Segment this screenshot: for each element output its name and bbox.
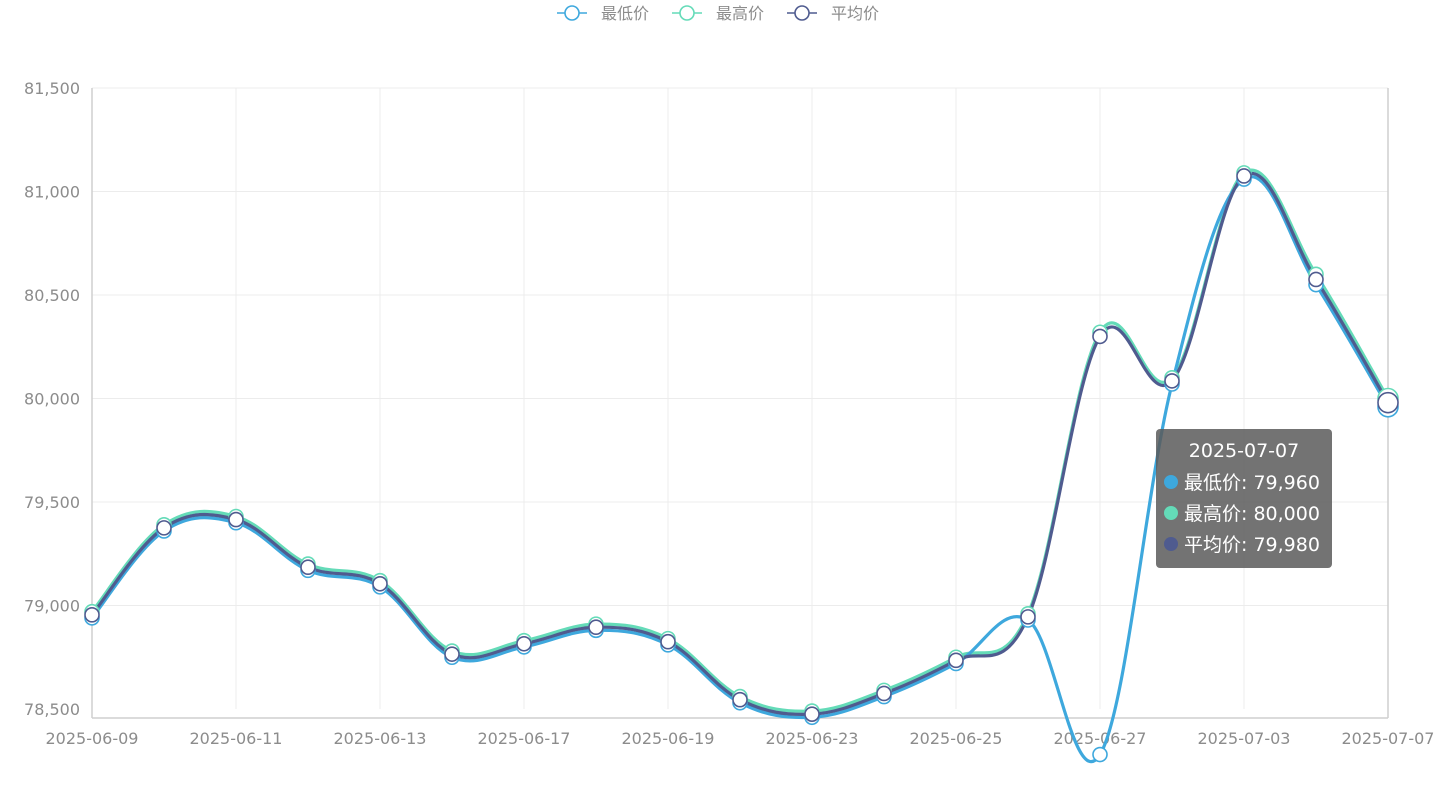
tooltip-row-avg: 平均价: 79,980: [1164, 528, 1324, 559]
legend-item[interactable]: 最低价: [557, 4, 649, 23]
legend[interactable]: 最低价 最高价 平均价: [557, 4, 879, 23]
tooltip-title: 2025-07-07: [1188, 440, 1300, 462]
x-tick-label: 2025-06-19: [622, 729, 715, 748]
data-point[interactable]: [804, 706, 820, 722]
data-point[interactable]: [84, 607, 100, 623]
data-point[interactable]: [372, 575, 388, 592]
tooltip-dot-low: [1164, 474, 1178, 489]
x-tick-label: 2025-06-27: [1054, 729, 1147, 748]
x-tick-label: 2025-07-03: [1198, 729, 1291, 748]
y-tick-label: 78,500: [24, 700, 80, 719]
data-point[interactable]: [1308, 271, 1324, 288]
data-point[interactable]: [228, 511, 244, 528]
y-tick-label: 80,000: [24, 390, 80, 409]
tooltip-dot-high: [1164, 505, 1178, 520]
legend-marker-icon: [679, 5, 695, 21]
x-tick-label: 2025-06-11: [190, 729, 283, 748]
legend-item[interactable]: 最高价: [672, 4, 764, 23]
series-markers[interactable]: [84, 165, 1399, 763]
legend-marker-icon: [564, 5, 580, 21]
x-tick-label: 2025-06-17: [478, 729, 571, 748]
data-point[interactable]: [444, 646, 460, 662]
tooltip-row-low: 最低价: 79,960: [1164, 466, 1324, 497]
tooltip-label-high: 最高价: 80,000: [1184, 503, 1320, 525]
y-tick-label: 79,500: [24, 493, 80, 512]
tooltip: 2025-07-07 最低价: 79,960 最高价: 80,000 平均价: …: [1156, 429, 1332, 568]
legend-label: 最高价: [716, 4, 764, 23]
data-point[interactable]: [1092, 746, 1108, 763]
x-tick-label: 2025-06-09: [46, 729, 139, 748]
data-point[interactable]: [660, 633, 676, 650]
data-point[interactable]: [948, 652, 964, 669]
series-line-0: [90, 175, 1390, 764]
tooltip-label-avg: 平均价: 79,980: [1184, 534, 1320, 556]
data-point[interactable]: [588, 619, 604, 636]
data-point[interactable]: [1092, 328, 1108, 345]
y-tick-label: 81,000: [24, 183, 80, 202]
data-point[interactable]: [732, 691, 748, 708]
legend-item[interactable]: 平均价: [787, 4, 879, 23]
x-tick-label: 2025-06-23: [766, 729, 859, 748]
data-point[interactable]: [156, 520, 172, 536]
tooltip-row-high: 最高价: 80,000: [1164, 497, 1324, 528]
grid: [92, 87, 1388, 709]
legend-label: 最低价: [601, 4, 649, 23]
data-point[interactable]: [1236, 168, 1252, 184]
data-point[interactable]: [1020, 609, 1036, 625]
data-point[interactable]: [1377, 391, 1399, 414]
y-tick-label: 80,500: [24, 286, 80, 305]
tooltip-dot-avg: [1164, 536, 1178, 551]
data-point[interactable]: [876, 685, 892, 702]
legend-marker-icon: [794, 5, 810, 21]
data-point[interactable]: [300, 559, 316, 576]
y-tick-label: 81,500: [24, 79, 80, 98]
x-tick-label: 2025-07-07: [1342, 729, 1435, 748]
tooltip-label-low: 最低价: 79,960: [1184, 472, 1320, 494]
data-point[interactable]: [516, 635, 532, 652]
x-tick-label: 2025-06-25: [910, 729, 1003, 748]
x-tick-label: 2025-06-13: [334, 729, 427, 748]
legend-label: 平均价: [831, 4, 879, 23]
data-point[interactable]: [1164, 373, 1180, 389]
y-tick-label: 79,000: [24, 597, 80, 616]
